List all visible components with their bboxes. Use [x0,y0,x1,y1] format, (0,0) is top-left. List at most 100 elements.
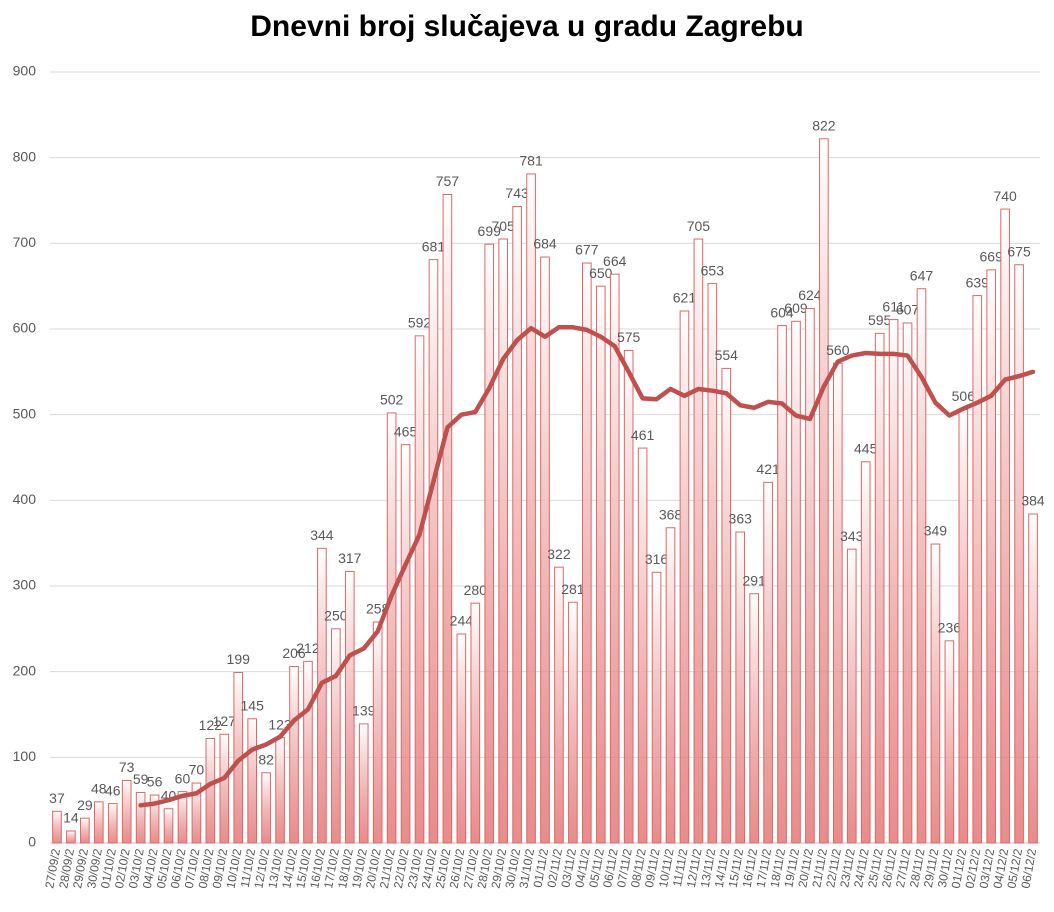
x-tick-label: 16/10/2 [307,847,328,889]
data-label: 506 [952,388,976,404]
data-label: 322 [547,546,571,562]
x-tick-label: 04/10/2 [140,847,161,889]
bar [860,461,871,844]
x-tick-label: 17/10/2 [321,847,342,889]
bar [289,666,299,844]
x-tick-label: 05/10/2 [154,847,175,889]
data-label: 675 [1007,243,1031,259]
data-label: 560 [826,342,850,358]
bar [344,570,355,844]
bar [819,138,829,844]
data-label: 127 [213,713,237,729]
bar [191,782,202,844]
data-label: 647 [910,267,934,283]
bar [763,481,773,844]
x-tick-label: 17/11/2 [754,847,775,888]
y-tick-label: 300 [13,577,37,593]
bar [219,733,230,844]
data-label: 609 [784,300,808,316]
bar [163,808,174,844]
bar [317,547,327,844]
data-label: 653 [701,262,725,278]
data-label: 681 [422,238,446,254]
x-tick-label: 22/11/2 [823,847,844,888]
data-label: 781 [519,153,543,169]
y-tick-label: 500 [13,405,37,421]
x-tick-label: 02/11/2 [544,847,565,888]
data-label: 244 [450,613,474,629]
bar [916,288,927,844]
bar [874,332,885,844]
x-tick-label: 10/11/2 [656,847,677,888]
data-label: 607 [896,302,920,318]
data-label: 145 [241,697,265,713]
x-tick-label: 05/11/2 [586,847,607,888]
bar [149,794,160,844]
x-tick-label: 28/10/2 [475,847,496,889]
x-tick-label: 24/10/2 [419,847,440,889]
data-label: 604 [770,304,794,320]
bar [526,173,536,844]
x-tick-label: 02/12/2 [963,847,984,889]
data-label: 59 [133,771,149,787]
bar [247,718,258,844]
bar [177,791,188,844]
data-label: 639 [966,274,990,290]
y-tick-label: 400 [13,491,37,507]
bar [986,269,997,844]
data-label: 291 [742,572,766,588]
x-tick-label: 11/11/2 [670,847,690,887]
bar [1028,513,1038,844]
data-label: 317 [338,550,362,566]
data-label: 664 [603,253,627,269]
x-tick-label: 18/11/2 [768,847,789,888]
bar [651,571,662,844]
chart-title: Dnevni broj slučajeva u gradu Zagrebu [250,10,803,43]
x-tick-label: 21/10/2 [377,847,398,889]
data-label: 699 [478,223,502,239]
data-label: 349 [924,523,948,539]
x-tick-label: 06/10/2 [168,847,189,889]
y-tick-label: 800 [13,148,37,164]
bar [498,238,508,844]
data-label: 122 [199,717,223,733]
bar [888,319,899,844]
x-tick-label: 18/10/2 [335,847,356,889]
x-tick-label: 14/11/2 [712,847,733,888]
data-label: 743 [505,185,529,201]
bar [303,660,313,844]
data-label: 73 [119,759,135,775]
data-label: 281 [561,581,585,597]
data-label: 250 [324,608,348,624]
x-tick-label: 15/11/2 [726,847,747,888]
data-label: 595 [868,312,892,328]
bar [832,362,843,844]
bar [358,723,369,844]
y-tick-label: 0 [28,834,36,850]
x-tick-label: 19/10/2 [349,847,370,889]
data-label: 206 [282,645,306,661]
data-label: 684 [533,236,557,252]
data-label: 199 [227,651,251,667]
line [138,325,1036,808]
x-tick-label: 04/12/2 [990,847,1011,889]
bar [609,273,620,844]
data-label: 343 [840,528,864,544]
x-tick-label: 15/10/2 [293,847,314,889]
bar [693,238,704,844]
x-tick-label: 23/10/2 [405,847,426,889]
x-tick-label: 23/11/2 [837,847,858,888]
data-label: 316 [645,551,669,567]
bar [554,566,564,844]
bar [66,830,76,844]
x-tick-label: 30/11/2 [935,847,956,888]
data-label: 368 [659,506,683,522]
x-tick-label: 25/11/2 [865,847,886,888]
data-label: 60 [175,770,191,786]
data-label: 554 [715,347,739,363]
data-label: 757 [436,173,460,189]
x-tick-label: 11/10/2 [238,847,259,888]
bar [414,335,425,844]
bar [930,543,941,844]
bar [484,243,495,844]
